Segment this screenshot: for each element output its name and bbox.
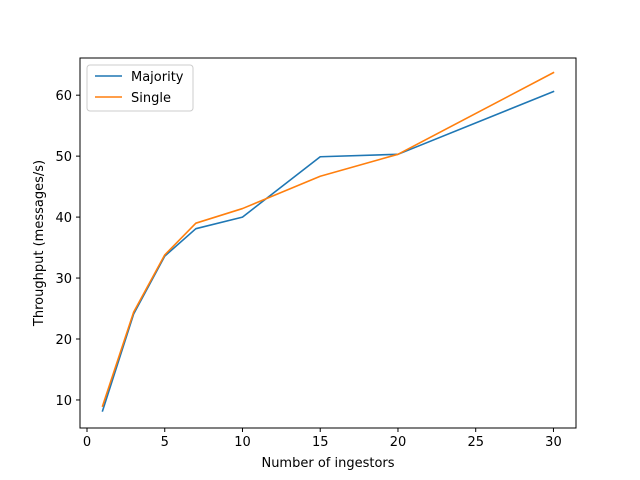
x-tick-label: 5 — [161, 435, 169, 450]
x-axis: 0 5 10 15 20 25 30 — [83, 428, 562, 450]
legend: Majority Single — [86, 64, 194, 112]
x-tick-label: 25 — [467, 435, 484, 450]
y-tick-label: 10 — [55, 394, 72, 409]
legend-label-single: Single — [131, 91, 171, 106]
y-tick-label: 60 — [55, 89, 72, 104]
plot-frame — [79, 57, 577, 429]
x-tick-label: 15 — [312, 435, 329, 450]
y-axis-label: Throughput (messages/s) — [32, 160, 47, 327]
x-tick-label: 20 — [390, 435, 407, 450]
y-axis: 10 20 30 40 50 60 — [55, 89, 80, 409]
series-line-majority — [101, 90, 555, 412]
x-axis-label: Number of ingestors — [261, 456, 394, 471]
y-tick-label: 40 — [55, 211, 72, 226]
y-tick-label: 50 — [55, 150, 72, 165]
x-tick-label: 0 — [83, 435, 91, 450]
x-tick-label: 30 — [545, 435, 562, 450]
x-tick-label: 10 — [234, 435, 251, 450]
series-line-single — [101, 71, 555, 408]
y-tick-label: 20 — [55, 333, 72, 348]
legend-label-majority: Majority — [131, 70, 184, 85]
y-tick-label: 30 — [55, 272, 72, 287]
plot-layer — [101, 71, 555, 412]
